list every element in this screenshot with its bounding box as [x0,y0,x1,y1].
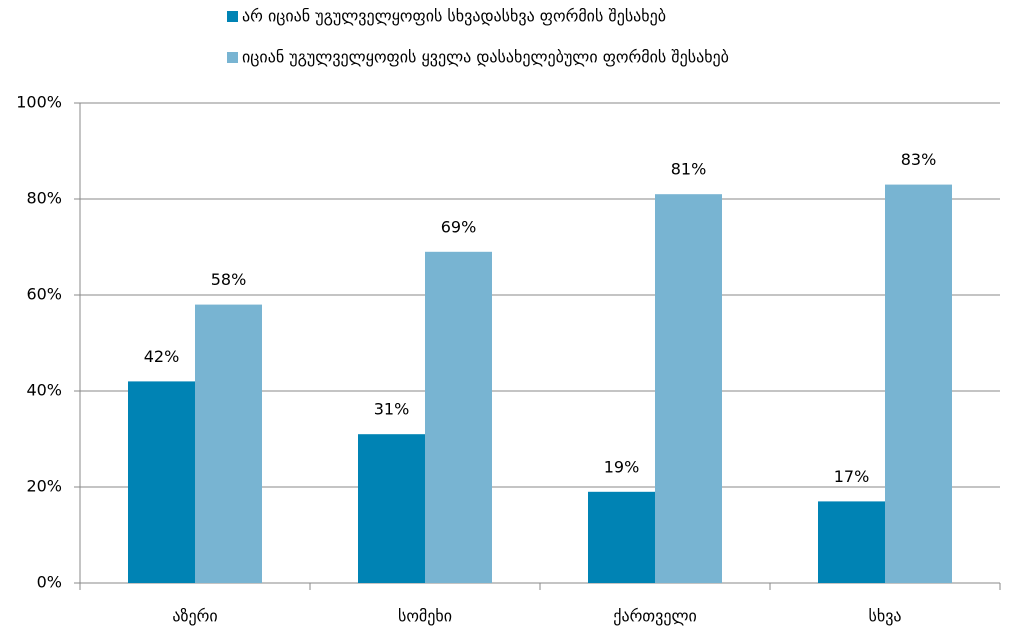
data-label: 17% [834,467,870,486]
legend-swatch [227,11,238,22]
legend-label: არ იციან უგულველყოფის სხვადასხვა ფორმის … [242,7,666,26]
bar [195,304,262,583]
y-tick-label: 20% [26,477,62,496]
y-tick-label: 60% [26,285,62,304]
bar [425,251,492,584]
legend-label: იციან უგულველყოფის ყველა დასახელებული ფო… [242,48,729,67]
data-label: 19% [604,457,640,476]
y-tick-label: 40% [26,381,62,400]
bar [128,381,195,583]
data-label: 42% [144,347,180,366]
x-tick-label: სხვა [868,607,901,626]
bar [588,491,655,583]
y-tick-label: 0% [37,573,62,592]
y-tick-label: 80% [26,189,62,208]
data-label: 81% [671,160,707,179]
data-label: 31% [374,400,410,419]
legend-swatch [227,52,238,63]
x-tick-label: სომეხი [398,607,452,626]
data-label: 83% [901,150,937,169]
bar [655,194,722,583]
bar [358,434,425,583]
bar [885,184,952,583]
data-label: 58% [211,270,247,289]
x-tick-label: აზერი [172,607,217,626]
bar [818,501,885,583]
data-label: 69% [441,217,477,236]
y-tick-label: 100% [16,93,62,112]
x-tick-label: ქართველი [613,607,697,626]
